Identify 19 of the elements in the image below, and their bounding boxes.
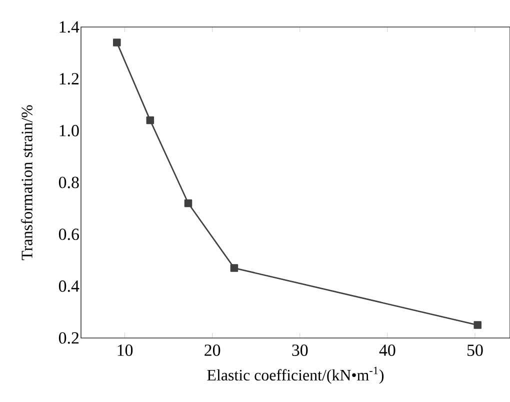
y-axis-title: Transformation strain/% <box>21 105 32 260</box>
y-tick-label: 1.4 <box>60 21 80 33</box>
x-tick-label: 10 <box>118 344 133 356</box>
point <box>230 264 238 272</box>
x-axis-title: Elastic coefficient/(kN•m$^{-1}$) <box>207 366 384 384</box>
y-tick-label: 1.0 <box>60 124 79 136</box>
y-tick-label: 1.2 <box>60 73 79 85</box>
y-tick-label: 0.4 <box>58 280 80 292</box>
x-tick-label: 20 <box>204 344 220 356</box>
point <box>184 199 192 208</box>
point <box>474 321 482 329</box>
point <box>146 116 154 124</box>
x-tick-label: 30 <box>292 344 308 356</box>
y-tick-label: 0.8 <box>58 176 79 188</box>
y-tick-label: 0.6 <box>58 228 79 240</box>
point <box>113 38 121 46</box>
x-tick-label: 50 <box>467 344 483 356</box>
y-tick-label: 0.2 <box>58 332 79 344</box>
x-tick-label: 40 <box>379 344 396 356</box>
